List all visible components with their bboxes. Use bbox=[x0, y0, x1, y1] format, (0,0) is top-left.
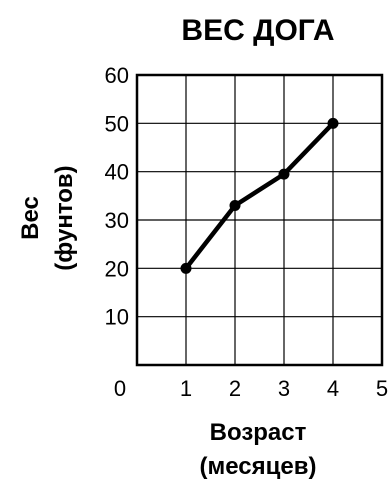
y-tick-label: 60 bbox=[105, 63, 129, 88]
x-tick-label: 2 bbox=[229, 376, 241, 401]
y-tick-label: 10 bbox=[105, 305, 129, 330]
x-tick-labels: 0 1 2 3 4 5 bbox=[114, 376, 388, 401]
series-line bbox=[183, 121, 336, 271]
y-tick-label: 30 bbox=[105, 208, 129, 233]
grid bbox=[137, 75, 382, 365]
y-tick-label: 40 bbox=[105, 160, 129, 185]
chart-title: ВЕС ДОГА bbox=[181, 14, 334, 47]
data-point bbox=[180, 262, 192, 274]
y-tick-labels: 10 20 30 40 50 60 bbox=[105, 63, 129, 330]
plot-frame bbox=[135, 73, 384, 367]
data-point bbox=[229, 200, 241, 211]
x-axis-label-line1: Возраст bbox=[210, 419, 307, 446]
data-points bbox=[180, 117, 339, 274]
x-tick-label: 5 bbox=[376, 376, 388, 401]
x-tick-label: 1 bbox=[180, 376, 192, 401]
x-tick-label: 4 bbox=[327, 376, 339, 401]
x-tick-label: 3 bbox=[278, 376, 290, 401]
y-axis-label-line1: Вес bbox=[17, 196, 44, 240]
x-tick-label: 0 bbox=[114, 376, 126, 401]
data-point bbox=[327, 117, 339, 129]
x-axis-label-line2: (месяцев) bbox=[200, 453, 317, 480]
y-tick-label: 50 bbox=[105, 111, 129, 136]
y-axis-label-line2: (фунтов) bbox=[51, 165, 78, 270]
y-tick-label: 20 bbox=[105, 256, 129, 281]
data-point bbox=[278, 168, 290, 180]
